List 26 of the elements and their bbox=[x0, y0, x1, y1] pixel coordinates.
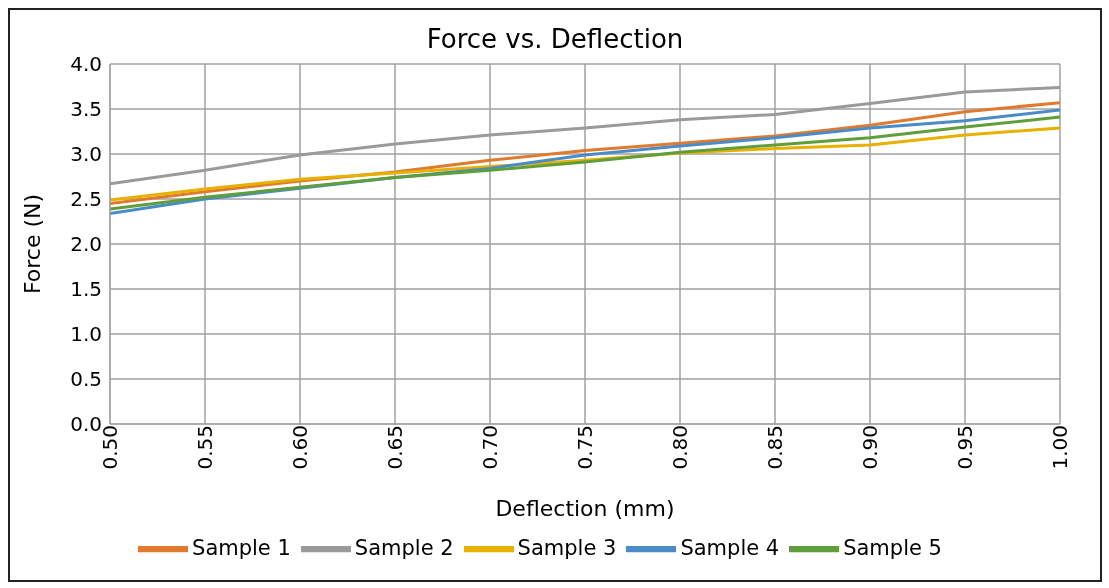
y-tick-label: 4.0 bbox=[70, 52, 102, 77]
x-tick-label: 0.85 bbox=[763, 425, 788, 470]
y-tick-label: 2.5 bbox=[70, 187, 102, 212]
x-tick-label: 0.60 bbox=[288, 425, 313, 470]
legend-label: Sample 2 bbox=[354, 536, 454, 560]
y-axis-title: Force (N) bbox=[19, 193, 45, 295]
x-tick-label: 0.75 bbox=[573, 425, 598, 470]
x-tick-label: 0.90 bbox=[858, 425, 883, 470]
x-tick-label: 0.95 bbox=[953, 425, 978, 470]
legend-label: Sample 3 bbox=[517, 536, 617, 560]
y-tick-label: 3.5 bbox=[70, 97, 102, 122]
x-tick-label: 0.65 bbox=[383, 425, 408, 470]
y-tick-label: 2.0 bbox=[70, 232, 102, 257]
x-tick-label: 0.70 bbox=[478, 425, 503, 470]
x-axis-title: Deflection (mm) bbox=[495, 496, 675, 521]
y-tick-label: 3.0 bbox=[70, 142, 102, 167]
chart-title: Force vs. Deflection bbox=[425, 24, 685, 54]
y-tick-label: 0.5 bbox=[70, 367, 102, 392]
x-tick-label: 0.80 bbox=[668, 425, 693, 470]
legend-label: Sample 4 bbox=[680, 536, 780, 560]
legend-label: Sample 5 bbox=[843, 536, 942, 560]
x-tick-label: 1.00 bbox=[1048, 425, 1073, 470]
x-tick-label: 0.55 bbox=[193, 425, 218, 470]
legend-label: Sample 1 bbox=[192, 536, 291, 560]
y-tick-label: 1.5 bbox=[70, 277, 102, 302]
y-tick-label: 1.0 bbox=[70, 322, 102, 347]
